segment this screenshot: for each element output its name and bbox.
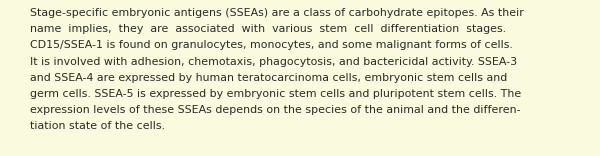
Text: Stage-specific embryonic antigens (SSEAs) are a class of carbohydrate epitopes. : Stage-specific embryonic antigens (SSEAs… [30,8,524,18]
Text: and SSEA-4 are expressed by human teratocarcinoma cells, embryonic stem cells an: and SSEA-4 are expressed by human terato… [30,73,507,83]
Text: It is involved with adhesion, chemotaxis, phagocytosis, and bactericidal activit: It is involved with adhesion, chemotaxis… [30,57,517,67]
Text: name  implies,  they  are  associated  with  various  stem  cell  differentiatio: name implies, they are associated with v… [30,24,506,34]
Text: germ cells. SSEA-5 is expressed by embryonic stem cells and pluripotent stem cel: germ cells. SSEA-5 is expressed by embry… [30,89,521,99]
Text: CD15/SSEA-1 is found on granulocytes, monocytes, and some malignant forms of cel: CD15/SSEA-1 is found on granulocytes, mo… [30,40,513,50]
Text: tiation state of the cells.: tiation state of the cells. [30,121,165,131]
Text: expression levels of these SSEAs depends on the species of the animal and the di: expression levels of these SSEAs depends… [30,105,521,115]
